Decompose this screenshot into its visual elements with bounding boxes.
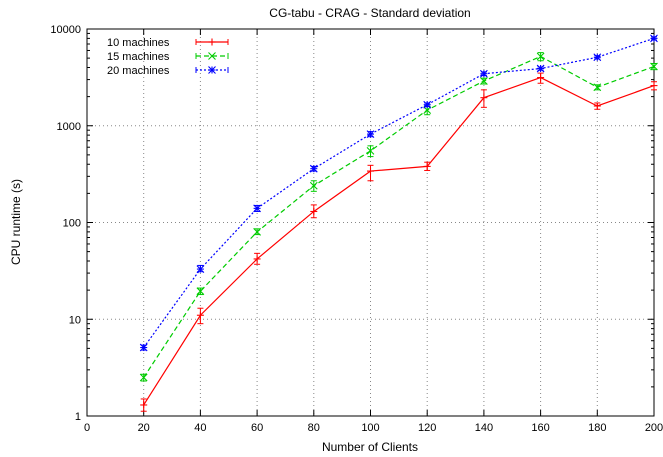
data-point bbox=[650, 62, 658, 71]
series-0 bbox=[140, 72, 658, 412]
data-point bbox=[196, 287, 205, 296]
data-point bbox=[366, 146, 375, 155]
x-tick-label: 40 bbox=[194, 422, 206, 434]
data-point bbox=[253, 227, 261, 236]
legend-marker bbox=[208, 66, 216, 74]
legend-marker bbox=[208, 52, 216, 60]
x-tick-label: 140 bbox=[475, 422, 493, 434]
series-line bbox=[143, 76, 655, 406]
data-point bbox=[536, 52, 545, 61]
legend-label: 15 machines bbox=[107, 51, 170, 63]
legend-entry-0: 10 machines bbox=[107, 37, 229, 49]
data-point bbox=[593, 102, 601, 110]
chart-title: CG-tabu - CRAG - Standard deviation bbox=[269, 6, 470, 20]
legend-label: 20 machines bbox=[107, 65, 170, 77]
x-tick-label: 120 bbox=[418, 422, 436, 434]
y-tick-label: 1000 bbox=[57, 121, 81, 133]
y-axis-label: CPU runtime (s) bbox=[9, 179, 23, 265]
data-point bbox=[537, 74, 545, 82]
data-point bbox=[536, 64, 545, 73]
data-point bbox=[480, 94, 488, 102]
legend-label: 10 machines bbox=[107, 37, 170, 49]
series-line bbox=[143, 37, 655, 348]
x-tick-label: 20 bbox=[138, 422, 150, 434]
y-tick-label: 1 bbox=[75, 411, 81, 423]
data-point bbox=[366, 130, 375, 138]
legend-marker bbox=[208, 38, 216, 46]
data-point bbox=[253, 255, 261, 263]
legend: 10 machines 15 machines 20 machines bbox=[107, 37, 229, 77]
x-tick-label: 160 bbox=[531, 422, 549, 434]
data-point bbox=[480, 77, 488, 85]
y-tick-label: 10000 bbox=[50, 24, 81, 36]
series-2 bbox=[139, 34, 658, 352]
y-tick-label: 10 bbox=[69, 314, 81, 326]
x-tick-label: 100 bbox=[361, 422, 379, 434]
series-layer bbox=[139, 34, 658, 412]
y-tick-label: 100 bbox=[63, 218, 81, 230]
data-point bbox=[139, 343, 148, 352]
data-point bbox=[480, 69, 488, 78]
data-point bbox=[309, 164, 318, 173]
x-tick-label: 200 bbox=[645, 422, 663, 434]
data-point bbox=[140, 401, 148, 409]
legend-entry-1: 15 machines bbox=[107, 51, 229, 63]
data-point bbox=[367, 167, 374, 175]
data-point bbox=[196, 311, 204, 319]
series-1 bbox=[139, 52, 658, 382]
data-point bbox=[650, 34, 658, 43]
data-point bbox=[196, 265, 205, 273]
data-point bbox=[593, 83, 602, 92]
data-point bbox=[253, 204, 261, 213]
x-tick-label: 60 bbox=[251, 422, 263, 434]
data-point bbox=[310, 207, 318, 215]
data-point bbox=[650, 82, 658, 90]
x-tick-label: 180 bbox=[588, 422, 606, 434]
data-point bbox=[593, 53, 602, 62]
x-axis-label: Number of Clients bbox=[322, 440, 418, 454]
grid bbox=[87, 29, 654, 416]
data-point bbox=[423, 100, 432, 109]
legend-entry-2: 20 machines bbox=[107, 65, 229, 77]
axes: 0 20 40 60 80 100 120 140 160 180 200 1 10 100 1000 100… bbox=[50, 24, 663, 434]
x-tick-label: 80 bbox=[308, 422, 320, 434]
data-point bbox=[423, 162, 431, 170]
data-point bbox=[309, 181, 318, 190]
x-tick-label: 0 bbox=[84, 422, 90, 434]
series-line bbox=[143, 55, 655, 378]
data-point bbox=[139, 373, 148, 382]
